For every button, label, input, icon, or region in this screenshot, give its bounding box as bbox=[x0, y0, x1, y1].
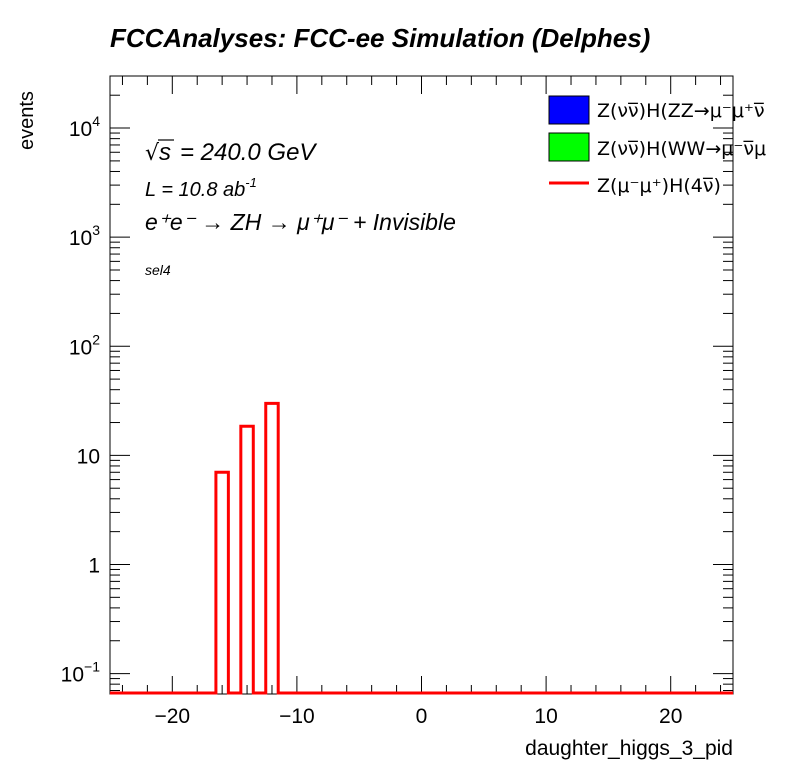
selection-annotation: sel4 bbox=[145, 262, 171, 278]
x-axis-tick-labels: −20 −10 0 10 20 bbox=[154, 705, 682, 728]
y-tick-label: 10 bbox=[77, 445, 100, 468]
histogram-bin bbox=[266, 403, 278, 693]
x-tick-label: −10 bbox=[279, 705, 315, 728]
y-tick-label: 102 bbox=[69, 331, 100, 359]
legend: Z(νν̅)H(ZZ→μ⁻μ⁺ν̅ Z(νν̅)H(WW→μ⁻ν̅μ Z(μ⁻μ… bbox=[548, 95, 766, 197]
y-tick-label-base: 10 bbox=[61, 664, 84, 687]
y-tick-label: 103 bbox=[69, 222, 100, 250]
histogram-outline bbox=[110, 401, 733, 695]
y-tick-label: 10−1 bbox=[61, 659, 101, 687]
y-tick-label: 1 bbox=[88, 554, 100, 577]
legend-label-zz: Z(νν̅)H(ZZ→μ⁻μ⁺ν̅ bbox=[597, 100, 765, 122]
histogram-series bbox=[110, 401, 733, 695]
y-tick-label-base: 1 bbox=[88, 554, 100, 577]
x-tick-label: 20 bbox=[659, 705, 682, 728]
y-axis-label: events bbox=[16, 91, 38, 150]
y-tick-label-base: 10 bbox=[69, 336, 92, 359]
sqrt-s-letter: s bbox=[159, 139, 171, 166]
sqrt-s-value: = 240.0 GeV bbox=[180, 139, 317, 166]
x-tick-label: 10 bbox=[534, 705, 557, 728]
y-tick-label: 104 bbox=[69, 113, 100, 141]
y-tick-label-exponent: 2 bbox=[92, 331, 100, 347]
x-axis-label: daughter_higgs_3_pid bbox=[525, 737, 733, 760]
sqrt-symbol: √ bbox=[145, 141, 160, 166]
lumi-exponent: -1 bbox=[245, 175, 257, 190]
y-tick-label-base: 10 bbox=[69, 227, 92, 250]
sqrt-s-annotation: √ s = 240.0 GeV bbox=[145, 139, 317, 166]
legend-swatch-zz bbox=[548, 95, 590, 125]
y-tick-label-exponent: 4 bbox=[92, 113, 100, 129]
chart-title: FCCAnalyses: FCC-ee Simulation (Delphes) bbox=[110, 23, 650, 53]
y-tick-label-base: 10 bbox=[69, 118, 92, 141]
y-tick-label-exponent: 3 bbox=[92, 222, 100, 238]
y-tick-label-exponent: −1 bbox=[84, 659, 100, 675]
x-tick-label: −20 bbox=[154, 705, 190, 728]
legend-label-ww: Z(νν̅)H(WW→μ⁻ν̅μ bbox=[597, 138, 766, 160]
x-tick-label: 0 bbox=[416, 705, 428, 728]
legend-swatch-ww bbox=[548, 132, 590, 162]
luminosity-annotation: L = 10.8 ab-1 bbox=[145, 175, 257, 201]
legend-label-4nu: Z(μ⁻μ⁺)H(4ν̅) bbox=[597, 175, 721, 197]
y-tick-label-base: 10 bbox=[77, 445, 100, 468]
process-annotation: e⁺e⁻ → ZH → μ⁺μ⁻ + Invisible bbox=[145, 209, 456, 235]
histogram-bin bbox=[216, 472, 228, 693]
plot-frame bbox=[109, 75, 734, 695]
histogram-bin bbox=[241, 426, 253, 693]
lumi-base: L = 10.8 ab bbox=[145, 179, 245, 201]
y-axis-ticks bbox=[110, 75, 733, 691]
x-axis-ticks bbox=[121, 76, 722, 694]
